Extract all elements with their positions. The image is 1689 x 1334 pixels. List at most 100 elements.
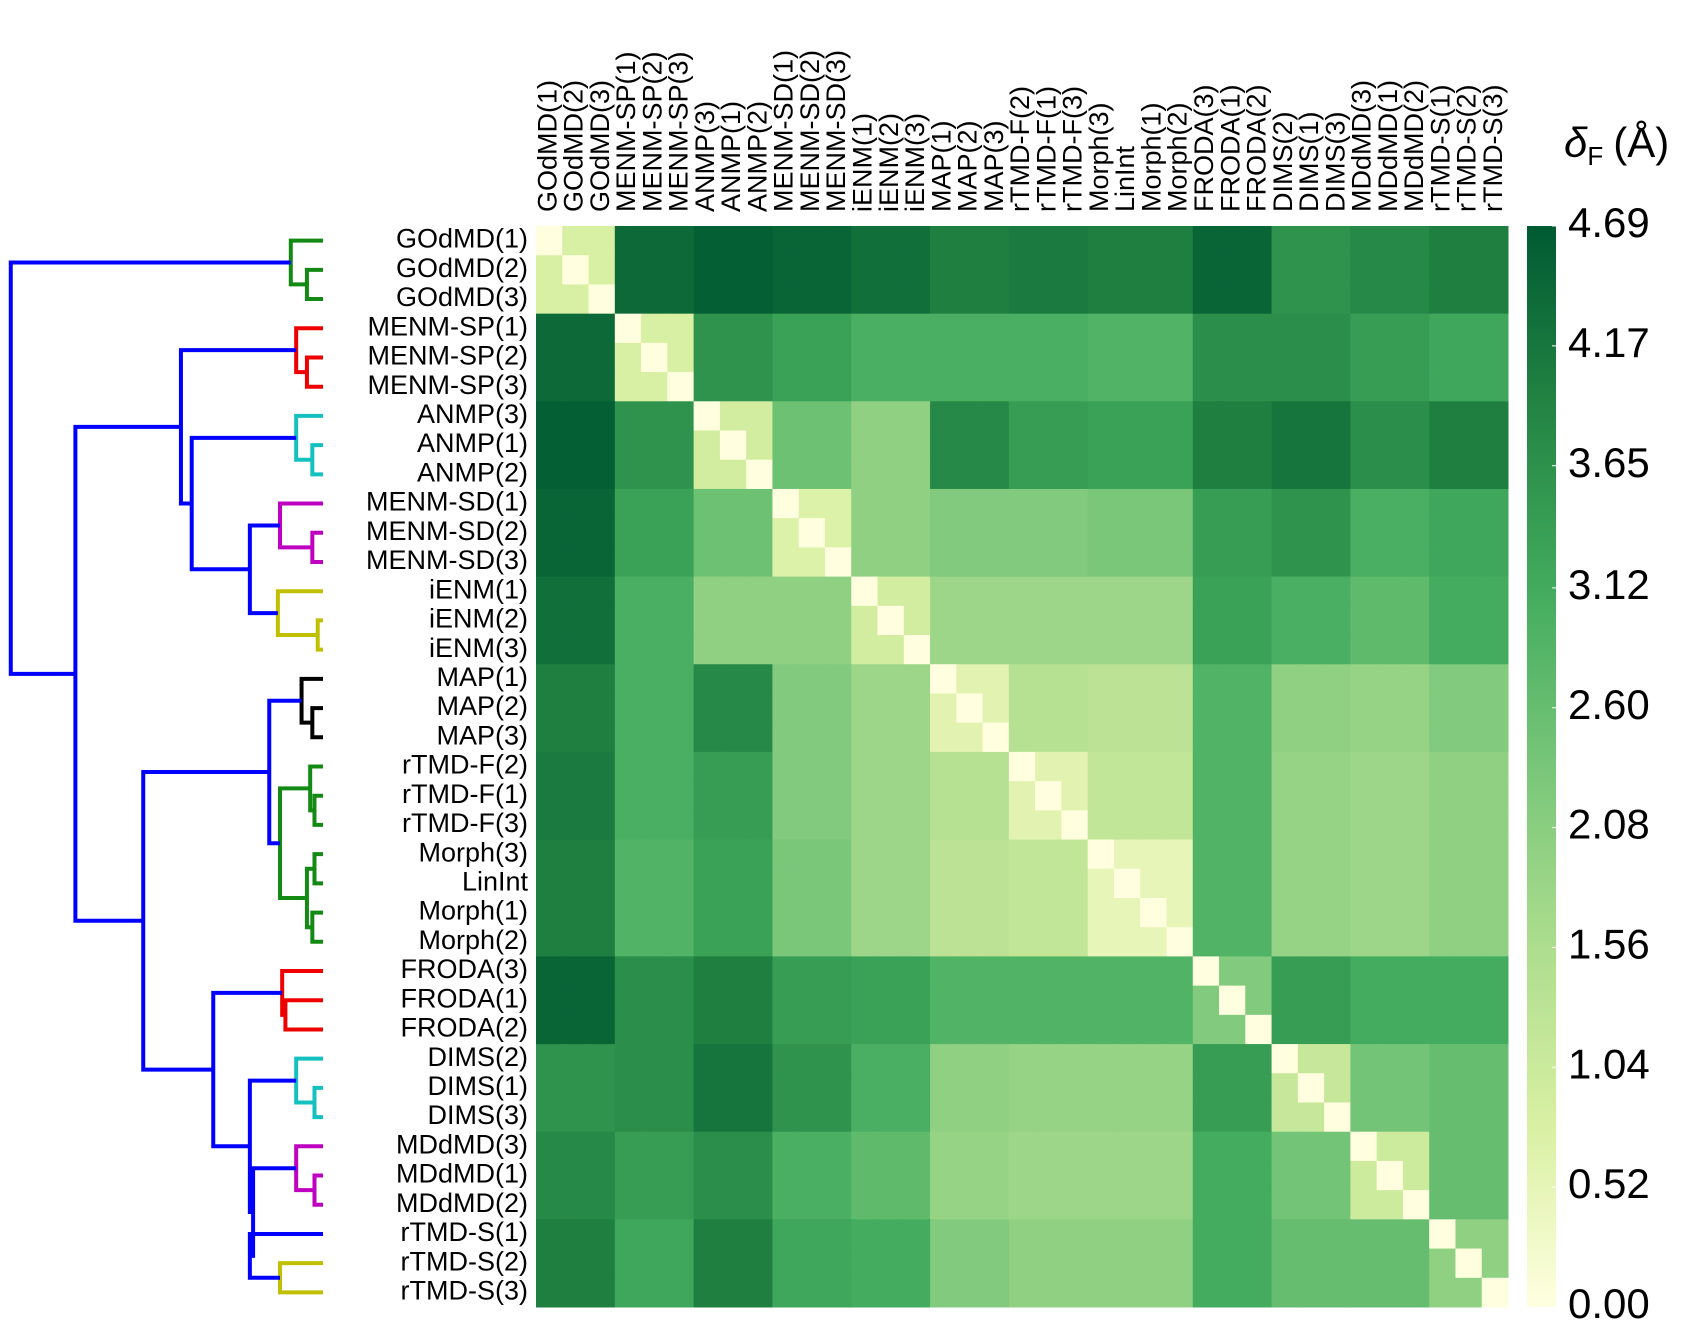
heatmap-cell (1219, 985, 1246, 1016)
heatmap-cell (1245, 459, 1273, 490)
heatmap-cell (1376, 927, 1404, 957)
heatmap-cell (1192, 839, 1220, 870)
heatmap-cell (667, 1248, 695, 1279)
heatmap-cell (536, 459, 563, 490)
heatmap-cell (1402, 810, 1430, 841)
heatmap-cell (536, 839, 563, 870)
dendrogram-link (294, 1144, 323, 1193)
heatmap-cell (562, 839, 590, 870)
heatmap-cell (588, 635, 616, 665)
heatmap-cell (1192, 342, 1220, 373)
heatmap-cell (1455, 255, 1483, 285)
heatmap-cell (1402, 1277, 1430, 1308)
heatmap-cell (719, 605, 747, 636)
heatmap-cell (1429, 1277, 1456, 1308)
heatmap-cell (1061, 664, 1089, 694)
heatmap-cell (982, 1190, 1010, 1220)
heatmap-cell (1271, 722, 1299, 753)
heatmap-cell (982, 605, 1010, 636)
heatmap-cell (903, 430, 931, 461)
heatmap-cell (1061, 1160, 1089, 1191)
heatmap-cell (562, 1073, 590, 1103)
heatmap-cell (1008, 664, 1036, 694)
heatmap-cell (798, 1014, 826, 1045)
heatmap-cell (798, 342, 826, 373)
heatmap-cell (1350, 547, 1378, 578)
heatmap-cell (1271, 1160, 1299, 1191)
heatmap-cell (772, 927, 800, 957)
heatmap-cell (719, 284, 747, 315)
heatmap-cell (1113, 635, 1141, 665)
heatmap-cell (1061, 518, 1089, 548)
heatmap-cell (641, 255, 668, 285)
heatmap-cell (1455, 1190, 1483, 1220)
heatmap-cell (851, 1044, 879, 1074)
heatmap-cell (1008, 751, 1036, 782)
heatmap-cell (1113, 1277, 1141, 1308)
heatmap-cell (667, 605, 695, 636)
heatmap-cell (1113, 547, 1141, 578)
heatmap-cell (1245, 488, 1273, 519)
row-label: MAP(3) (436, 720, 528, 750)
column-label: ANMP(2) (742, 101, 772, 212)
heatmap-cell (1035, 693, 1062, 724)
heatmap-cell (1324, 781, 1351, 811)
heatmap-cell (614, 868, 642, 899)
heatmap-cell (1271, 693, 1299, 724)
heatmap-cell (1061, 226, 1089, 256)
heatmap-cell (982, 927, 1010, 957)
heatmap-cell (1192, 284, 1220, 315)
heatmap-cell (1455, 342, 1483, 373)
heatmap-cell (877, 401, 905, 432)
heatmap-cell (1166, 430, 1194, 461)
heatmap-cell (982, 342, 1010, 373)
dendrogram-link (278, 1261, 323, 1295)
heatmap-cell (982, 1044, 1010, 1074)
heatmap-cell (956, 868, 984, 899)
row-label: GOdMD(3) (396, 282, 528, 312)
heatmap-cell (1140, 1219, 1167, 1250)
heatmap-cell (1008, 868, 1036, 899)
heatmap-cell (1219, 518, 1246, 548)
heatmap-cell (1429, 1073, 1456, 1103)
heatmap-cell (614, 693, 642, 724)
heatmap-cell (1245, 605, 1273, 636)
heatmap-cell (1192, 722, 1220, 753)
heatmap-cell (1376, 664, 1404, 694)
heatmap-cell (1219, 459, 1246, 490)
heatmap-cell (1140, 459, 1167, 490)
heatmap-cell (641, 1073, 668, 1103)
heatmap-cell (1481, 722, 1509, 753)
heatmap-cell (1271, 839, 1299, 870)
heatmap-cell (1481, 401, 1509, 432)
column-label: rTMD-F(2) (1005, 86, 1035, 212)
heatmap-cell (982, 635, 1010, 665)
heatmap-cell (1350, 927, 1378, 957)
heatmap-cell (851, 1131, 879, 1162)
dendrogram-link (310, 443, 323, 477)
heatmap-cell (1429, 255, 1456, 285)
heatmap-cell (798, 547, 826, 578)
heatmap-cell (588, 1277, 616, 1308)
heatmap-cell (1087, 1131, 1115, 1162)
colorbar-title: δF (Å) (1564, 119, 1669, 171)
heatmap-cell (956, 342, 984, 373)
heatmap-cell (1087, 372, 1115, 402)
heatmap-cell (1481, 751, 1509, 782)
heatmap-cell (1350, 1102, 1378, 1133)
heatmap-cell (614, 781, 642, 811)
heatmap-cell (1113, 751, 1141, 782)
column-label: MDdMD(3) (1347, 80, 1377, 212)
heatmap-cell (851, 781, 879, 811)
heatmap-cell (1271, 1248, 1299, 1279)
heatmap-cell (877, 226, 905, 256)
heatmap-cell (1481, 1102, 1509, 1133)
heatmap-cell (1087, 1248, 1115, 1279)
heatmap-cell (1297, 956, 1325, 987)
heatmap-cell (851, 693, 879, 724)
heatmap-cell (1140, 1102, 1167, 1133)
heatmap-cell (693, 635, 721, 665)
heatmap-cell (956, 810, 984, 841)
heatmap-cell (1402, 985, 1430, 1016)
heatmap-cell (1192, 488, 1220, 519)
